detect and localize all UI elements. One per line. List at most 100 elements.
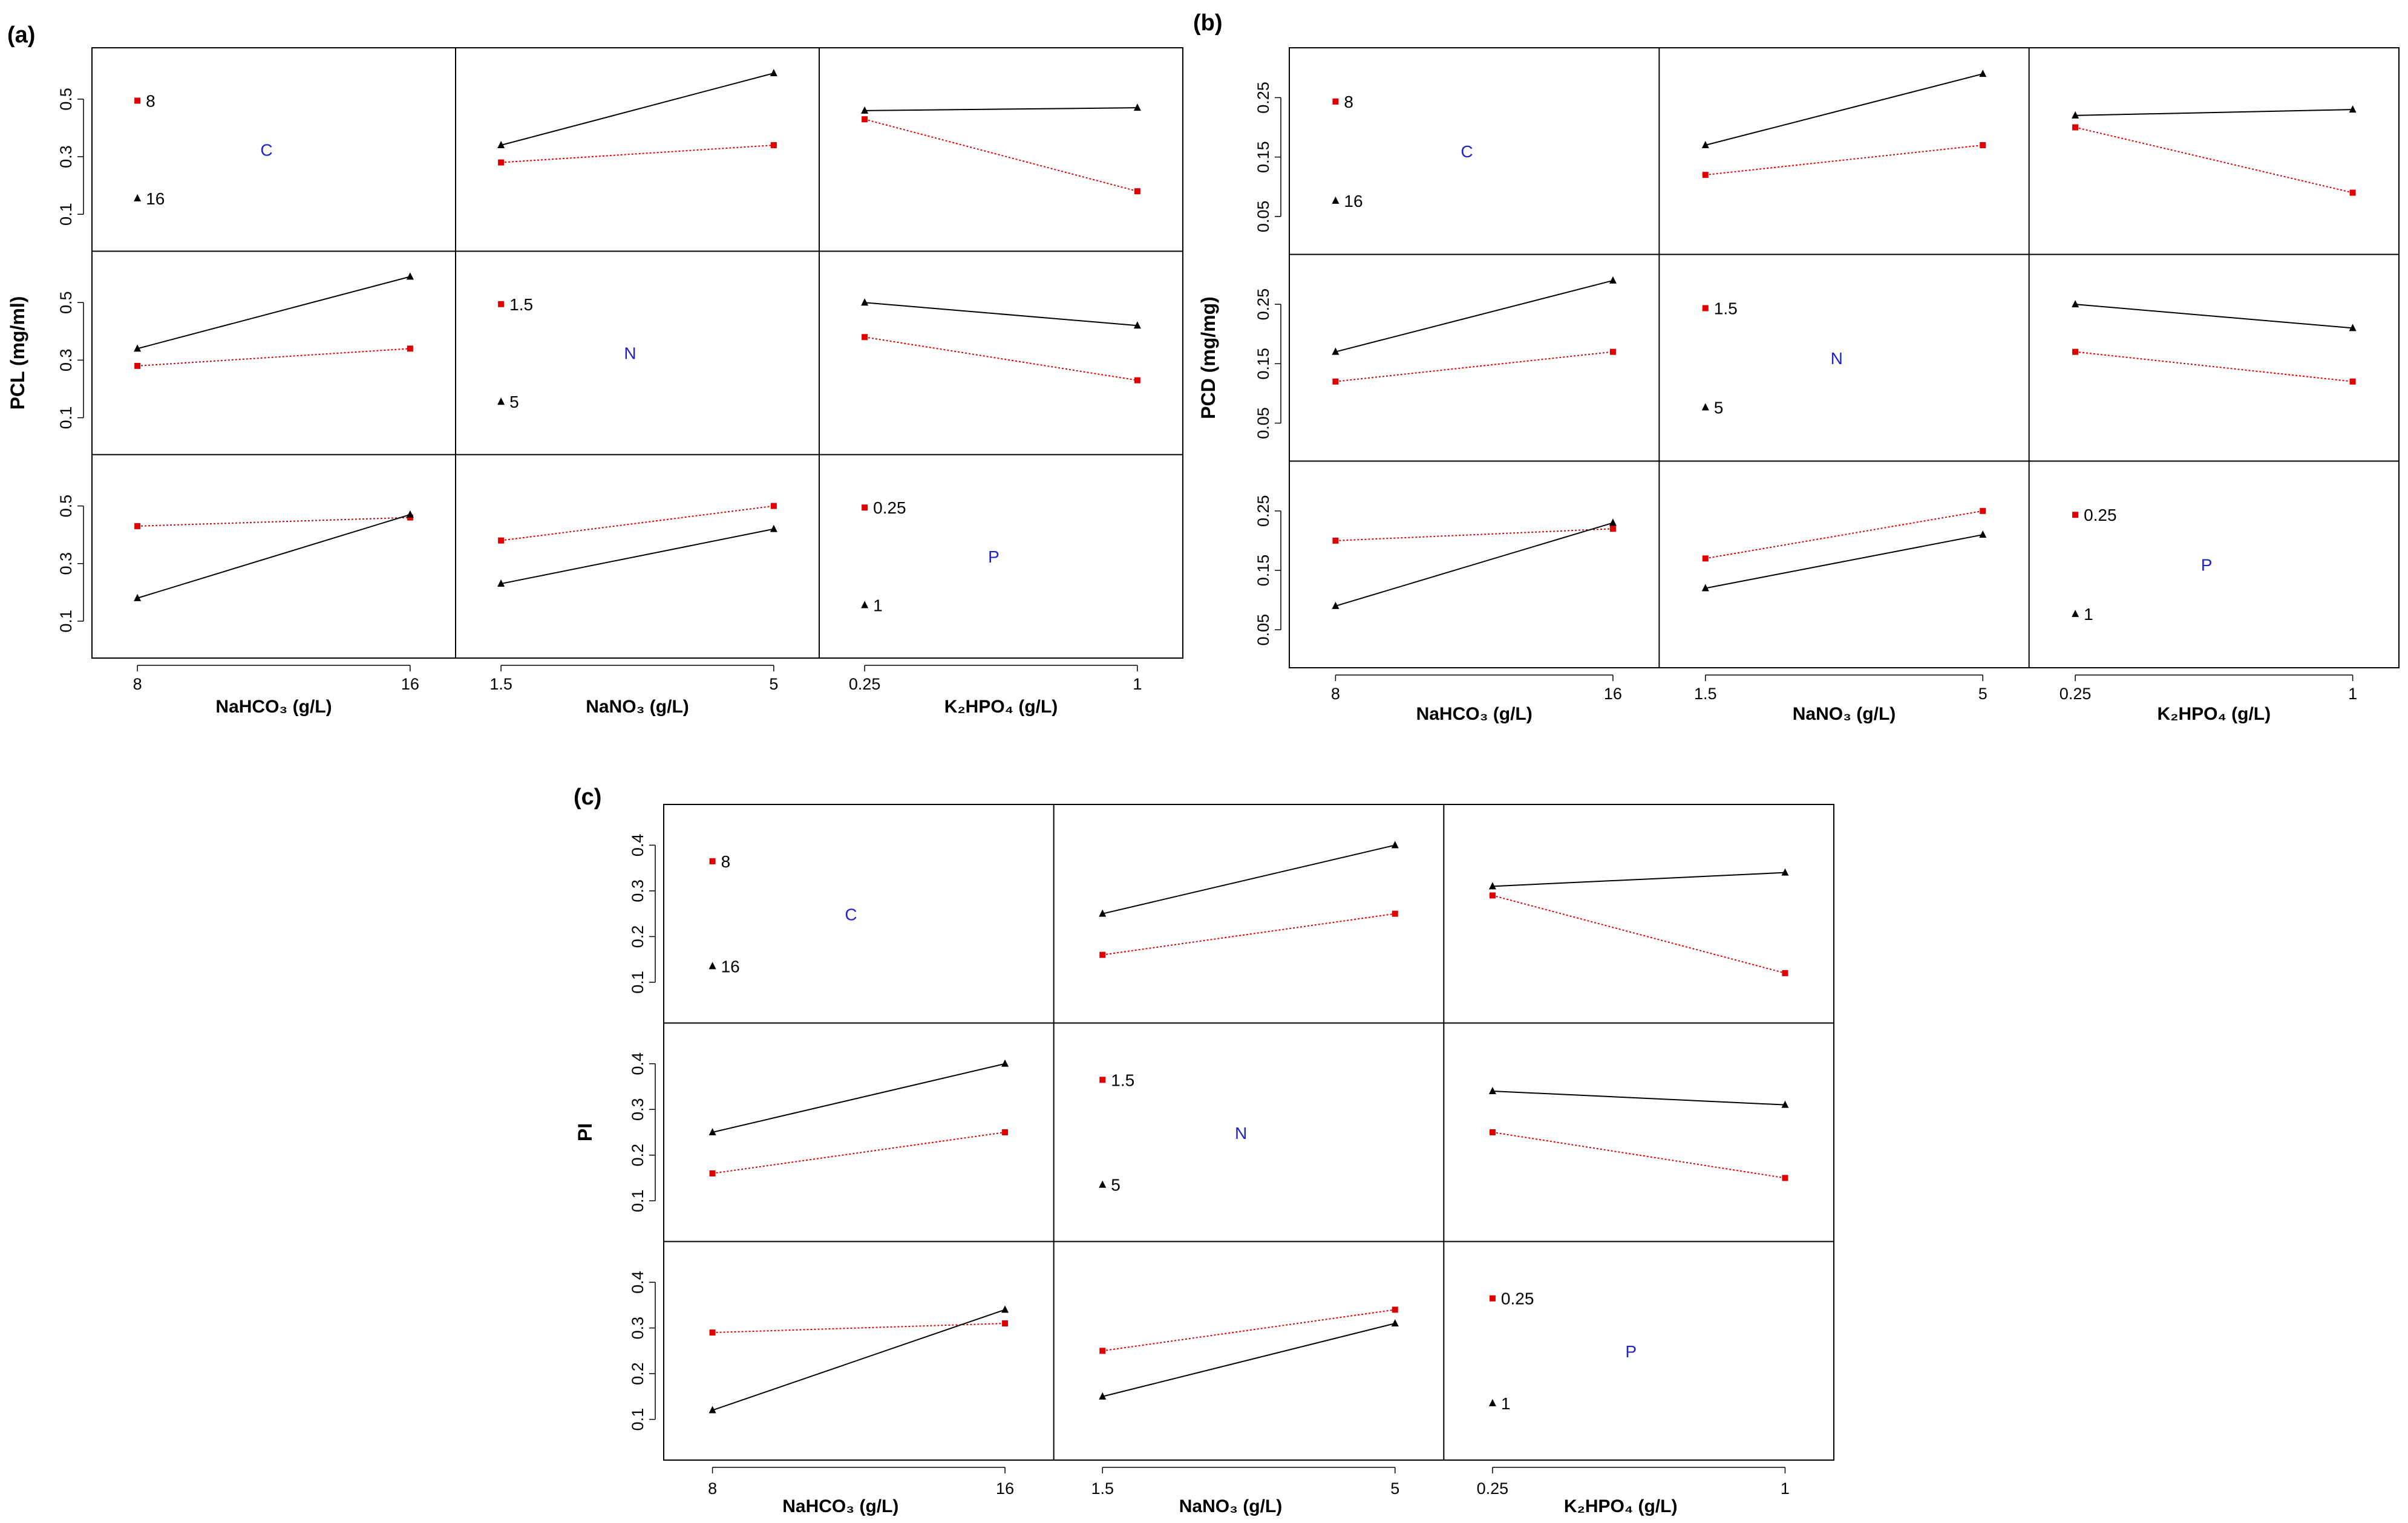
factor-code-label: N	[1831, 349, 1843, 368]
factor-code-label: N	[1235, 1124, 1247, 1143]
interaction-cell-r2-c1	[1701, 507, 1987, 592]
y-tick-label: 0.2	[629, 1144, 647, 1167]
series-line-high-level	[1102, 844, 1395, 915]
y-tick-label: 0.4	[629, 1052, 647, 1075]
data-point-square	[770, 503, 777, 509]
data-point-square	[2072, 124, 2079, 131]
y-axis-label: PCD (mg/mg)	[1197, 296, 1219, 419]
legend-level-label: 0.25	[2084, 506, 2117, 524]
series-line-high-level	[137, 514, 411, 599]
legend-level-label: 5	[1714, 399, 1724, 417]
y-tick-label: 0.3	[629, 1098, 647, 1121]
y-tick-label: 0.3	[57, 145, 75, 168]
legend-level-label: 16	[1344, 192, 1363, 210]
interaction-cell-r1-c0	[1332, 276, 1617, 385]
legend-level-label: 1.5	[1714, 299, 1738, 318]
series-line-low-level	[1492, 1132, 1785, 1179]
interaction-cell-r1-c0	[708, 1059, 1009, 1176]
x-tick-label: 0.25	[2060, 685, 2092, 703]
y-tick-label: 0.25	[1254, 289, 1272, 321]
data-point-triangle	[1781, 868, 1789, 876]
legend-marker-triangle	[1332, 196, 1340, 204]
data-point-triangle	[1099, 1392, 1107, 1400]
y-tick-label: 0.4	[629, 1271, 647, 1294]
interaction-cell-r2-c0	[134, 510, 414, 601]
y-tick-label: 0.3	[629, 879, 647, 902]
data-point-triangle	[1001, 1059, 1009, 1067]
data-point-triangle	[1609, 276, 1617, 284]
x-tick-label: 8	[133, 675, 142, 693]
data-point-square	[134, 362, 141, 369]
legend-marker-square	[1489, 1295, 1496, 1302]
legend-level-label: 8	[146, 91, 155, 110]
y-tick-label: 0.1	[57, 203, 75, 226]
series-line-high-level	[2075, 304, 2353, 329]
legend-marker-triangle	[497, 397, 505, 405]
data-point-triangle	[1979, 70, 1987, 77]
legend-marker-square	[498, 301, 505, 307]
data-point-square	[1099, 1348, 1106, 1354]
x-tick-label: 5	[1978, 685, 1988, 703]
data-point-square	[1134, 377, 1140, 383]
legend-level-label: 1.5	[509, 295, 533, 314]
x-tick-label: 1	[1781, 1479, 1790, 1498]
y-tick-label: 0.5	[57, 495, 75, 518]
legend-marker-triangle	[1099, 1180, 1107, 1188]
data-point-triangle	[1701, 584, 1709, 592]
y-tick-label: 0.3	[629, 1317, 647, 1340]
series-line-high-level	[2075, 109, 2353, 116]
series-line-low-level	[1102, 1309, 1395, 1352]
data-point-triangle	[708, 1406, 716, 1414]
data-point-square	[1980, 507, 1986, 514]
legend-marker-square	[1332, 98, 1339, 105]
series-line-low-level	[712, 1323, 1006, 1334]
series-line-high-level	[1705, 73, 1983, 146]
data-point-triangle	[406, 272, 414, 280]
series-line-low-level	[1492, 895, 1785, 974]
x-tick-label: 5	[769, 675, 778, 693]
data-point-triangle	[1701, 141, 1709, 149]
series-line-low-level	[712, 1132, 1006, 1174]
data-point-triangle	[1332, 347, 1340, 355]
series-line-high-level	[500, 528, 774, 585]
panel-letter: (b)	[1193, 10, 1223, 36]
y-tick-label: 0.05	[1254, 201, 1272, 233]
legend-marker-square	[1099, 1077, 1106, 1083]
data-point-triangle	[770, 69, 777, 77]
x-axis-label: NaHCO₃ (g/L)	[1416, 704, 1533, 724]
x-axis-label: K₂HPO₄ (g/L)	[944, 697, 1058, 717]
series-line-low-level	[1335, 351, 1614, 382]
factor-code-label: P	[988, 547, 1000, 566]
legend-level-label: 5	[1111, 1176, 1121, 1195]
data-point-square	[1782, 1175, 1788, 1181]
data-point-square	[1782, 970, 1788, 976]
y-tick-label: 0.25	[1254, 495, 1272, 527]
legend-marker-triangle	[1488, 1399, 1496, 1407]
legend-level-label: 16	[146, 189, 165, 208]
data-point-square	[1980, 142, 1986, 149]
series-line-high-level	[1335, 522, 1614, 607]
series-line-high-level	[712, 1309, 1006, 1411]
x-axis-label: K₂HPO₄ (g/L)	[2158, 704, 2271, 724]
interaction-cell-r0-c1	[1701, 70, 1987, 178]
x-tick-label: 16	[1604, 685, 1622, 703]
y-tick-label: 0.5	[57, 88, 75, 111]
legend-level-label: 8	[1344, 93, 1353, 111]
legend-marker-triangle	[2072, 610, 2079, 618]
data-point-triangle	[497, 141, 505, 149]
data-point-triangle	[1133, 103, 1141, 111]
data-point-triangle	[861, 298, 869, 306]
x-tick-label: 8	[1331, 685, 1340, 703]
series-line-high-level	[500, 73, 774, 146]
x-axis-label: NaNO₃ (g/L)	[586, 697, 689, 717]
y-tick-label: 0.15	[1254, 348, 1272, 380]
data-point-square	[770, 142, 777, 149]
data-point-triangle	[1391, 1319, 1399, 1327]
legend-level-label: 0.25	[873, 498, 906, 517]
data-point-square	[709, 1329, 716, 1336]
legend-marker-square	[862, 504, 868, 511]
series-line-low-level	[1705, 145, 1983, 176]
series-line-high-level	[1335, 279, 1614, 353]
interaction-cell-r1-c2	[1488, 1087, 1789, 1181]
